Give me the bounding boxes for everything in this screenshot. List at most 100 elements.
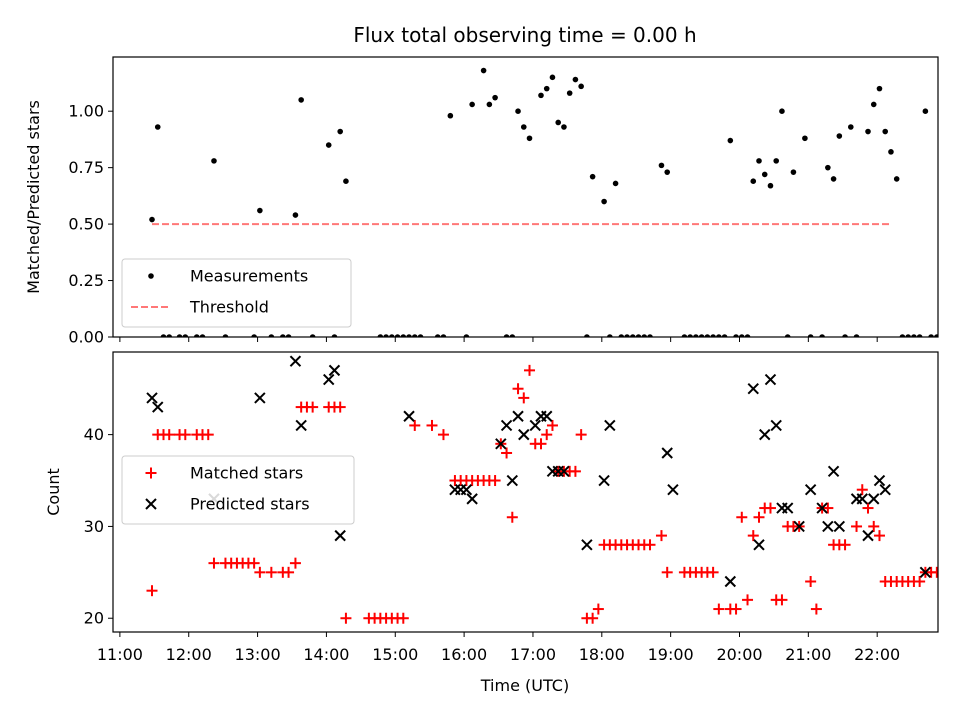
predicted-star-stroke-b bbox=[541, 410, 553, 422]
predicted-star-point bbox=[328, 364, 341, 377]
matched-star-point bbox=[265, 566, 277, 578]
predicted-star-stroke-b bbox=[868, 493, 880, 505]
predicted-star-stroke-b bbox=[500, 419, 513, 432]
predicted-star-stroke-b bbox=[759, 428, 771, 441]
bottom-y-tick-label: 30 bbox=[84, 517, 104, 536]
matched-star-point bbox=[587, 612, 599, 624]
predicted-star-point bbox=[833, 520, 846, 533]
matched-star-point bbox=[851, 520, 863, 532]
measurement-point bbox=[154, 124, 161, 130]
predicted-star-point bbox=[804, 483, 817, 496]
measurement-point bbox=[503, 334, 510, 337]
predicted-star-point bbox=[295, 419, 307, 432]
predicted-star-stroke-b bbox=[770, 419, 782, 432]
predicted-star-stroke-b bbox=[764, 373, 777, 386]
measurement-point bbox=[825, 164, 831, 171]
predicted-star-point bbox=[323, 373, 335, 386]
measurement-point bbox=[411, 334, 418, 337]
measurement-point bbox=[870, 101, 877, 108]
x-tick-label: 18:00 bbox=[579, 645, 625, 664]
predicted-star-point bbox=[822, 520, 834, 533]
measurement-point bbox=[721, 334, 728, 337]
measurement-point bbox=[268, 334, 275, 337]
predicted-star-stroke-b bbox=[873, 474, 886, 487]
x-tick-label: 19:00 bbox=[648, 645, 694, 664]
measurement-point bbox=[561, 124, 567, 130]
predicted-star-stroke-b bbox=[581, 539, 593, 551]
predicted-star-stroke-b bbox=[254, 392, 266, 404]
predicted-star-point bbox=[827, 465, 840, 478]
measurement-point bbox=[463, 334, 470, 337]
predicted-star-stroke-b bbox=[152, 401, 164, 413]
predicted-star-point bbox=[581, 539, 593, 551]
measurement-point bbox=[434, 334, 441, 337]
x-tick-label: 15:00 bbox=[372, 645, 418, 664]
measurement-point bbox=[928, 334, 934, 337]
predicted-star-stroke-b bbox=[833, 520, 846, 533]
predicted-star-stroke-b bbox=[334, 529, 346, 542]
top-y-axis-label: Matched/Predicted stars bbox=[24, 100, 43, 294]
measurement-point bbox=[658, 162, 665, 169]
matched-star-point bbox=[437, 429, 449, 441]
predicted-star-point bbox=[598, 474, 610, 487]
matched-star-point bbox=[839, 539, 851, 551]
predicted-star-stroke-b bbox=[323, 373, 335, 386]
measurement-point bbox=[624, 334, 630, 337]
predicted-star-point bbox=[289, 355, 302, 367]
predicted-star-stroke-b bbox=[781, 502, 794, 514]
predicted-star-stroke-b bbox=[804, 483, 817, 496]
measurement-point bbox=[377, 334, 384, 337]
matched-star-point bbox=[592, 603, 604, 615]
measurement-point bbox=[916, 334, 923, 337]
x-tick-label: 12:00 bbox=[166, 645, 212, 664]
predicted-star-stroke-b bbox=[328, 364, 341, 377]
measurement-point bbox=[589, 173, 596, 180]
predicted-star-point bbox=[460, 483, 473, 496]
measurement-point bbox=[298, 97, 304, 103]
predicted-star-stroke-b bbox=[604, 419, 616, 432]
measurement-point bbox=[285, 334, 292, 337]
measurement-point bbox=[635, 334, 642, 337]
measurement-point bbox=[538, 92, 544, 99]
predicted-star-stroke-b bbox=[793, 520, 805, 533]
predicted-star-stroke-b bbox=[724, 575, 737, 588]
measurement-point bbox=[331, 334, 338, 337]
bottom-y-tick-label: 20 bbox=[84, 609, 104, 628]
top-legend-label: Measurements bbox=[190, 267, 308, 286]
measurement-point bbox=[601, 198, 607, 205]
matched-star-point bbox=[575, 429, 587, 441]
matched-star-point bbox=[644, 539, 656, 551]
measurement-point bbox=[756, 158, 762, 164]
predicted-star-point bbox=[529, 419, 541, 432]
predicted-star-point bbox=[753, 539, 765, 551]
measurement-point bbox=[417, 334, 424, 337]
matched-star-point bbox=[518, 392, 530, 404]
bottom-legend-swatch bbox=[145, 467, 157, 479]
matched-star-point bbox=[524, 364, 536, 376]
matched-star-point bbox=[208, 557, 220, 569]
measurement-point bbox=[612, 180, 619, 187]
measurement-point bbox=[744, 334, 751, 337]
matched-star-point bbox=[873, 530, 885, 542]
x-tick-label: 16:00 bbox=[441, 645, 487, 664]
matched-star-point bbox=[248, 557, 260, 569]
matched-star-point bbox=[862, 502, 874, 514]
measurement-point bbox=[882, 128, 889, 135]
measurement-point bbox=[922, 108, 929, 114]
measurement-point bbox=[193, 334, 200, 337]
x-tick-label: 22:00 bbox=[854, 645, 900, 664]
measurement-point bbox=[727, 137, 734, 144]
predicted-star-stroke-b bbox=[460, 483, 473, 496]
matched-star-point bbox=[747, 530, 759, 542]
measurement-point bbox=[802, 135, 808, 142]
matched-star-point bbox=[506, 511, 518, 523]
predicted-star-stroke-b bbox=[512, 410, 524, 422]
measurement-point bbox=[698, 334, 705, 337]
measurement-point bbox=[830, 176, 837, 182]
measurement-point bbox=[383, 334, 389, 337]
measurement-point bbox=[836, 133, 843, 139]
predicted-star-stroke-b bbox=[495, 438, 507, 450]
predicted-star-point bbox=[816, 502, 828, 514]
predicted-star-point bbox=[919, 566, 932, 579]
measurement-point bbox=[819, 334, 825, 337]
